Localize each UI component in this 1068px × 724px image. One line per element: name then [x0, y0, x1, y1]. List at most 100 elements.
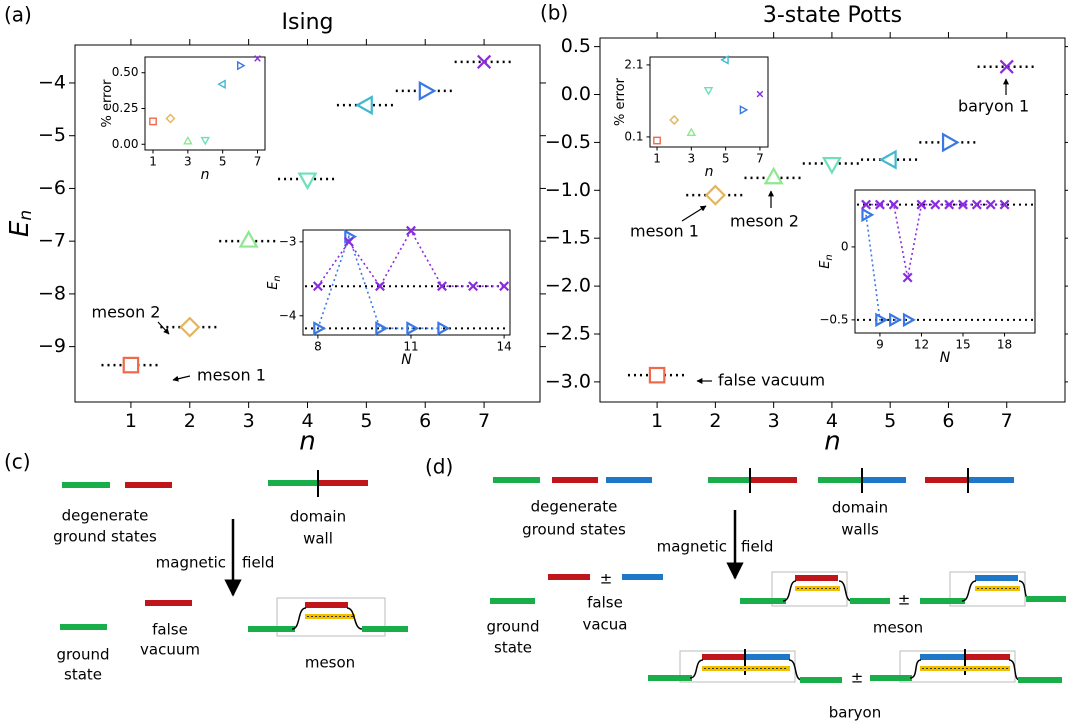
- y-tick-label: −0.5: [545, 131, 591, 153]
- x-tick-label: 6: [419, 410, 431, 432]
- diagram-c: (c) degenerate ground states domain wall…: [4, 450, 408, 684]
- plot-frame: [854, 189, 1036, 334]
- y-tick-label: 0: [841, 239, 849, 253]
- panel-label: (c): [4, 450, 31, 474]
- x-tick-label: 6: [942, 410, 954, 432]
- plot-frame: [649, 56, 769, 148]
- marker: [958, 199, 968, 210]
- inset-chart: 1 3 5 7 0.00 0.25 0.50 n % error: [100, 55, 266, 183]
- label: ±: [851, 669, 864, 687]
- label: ground: [56, 646, 109, 664]
- plot-frame: [144, 56, 266, 151]
- annotation: meson 2: [730, 212, 799, 231]
- x-tick-label: 5: [722, 151, 730, 165]
- y-tick-label: −8: [38, 282, 66, 304]
- x-tick-label: 3: [768, 410, 780, 432]
- marker: [902, 272, 913, 283]
- marker: [763, 166, 784, 185]
- plot-frame: [302, 229, 511, 336]
- x-tick-label: 1: [651, 410, 663, 432]
- x-axis-label: N: [401, 352, 412, 368]
- x-tick-label: 3: [243, 410, 255, 432]
- x-axis-label: n: [201, 167, 210, 183]
- y-tick-label: −1.5: [545, 227, 591, 249]
- x-tick-label: 4: [301, 410, 313, 432]
- x-tick-label: 2: [709, 410, 721, 432]
- marker: [217, 79, 226, 89]
- label: meson: [873, 619, 923, 637]
- marker: [902, 312, 916, 328]
- y-axis-label-sub: n: [824, 254, 835, 260]
- marker: [406, 225, 416, 236]
- marker: [313, 321, 327, 336]
- label: magnetic: [156, 554, 226, 572]
- label: magnetic: [657, 538, 727, 556]
- marker: [889, 312, 903, 328]
- x-tick-label: 7: [478, 410, 490, 432]
- label: walls: [841, 521, 879, 539]
- y-axis-label: En: [818, 254, 836, 269]
- marker: [916, 199, 927, 210]
- annotation: false vacuum: [718, 371, 825, 390]
- marker: [238, 229, 259, 248]
- x-tick-label: 5: [884, 410, 896, 432]
- marker: [343, 236, 354, 247]
- annotation-arrow: [157, 321, 170, 335]
- x-tick-label: 18: [997, 337, 1012, 351]
- y-axis-label-text: E: [5, 220, 35, 237]
- y-axis-label: En: [266, 275, 284, 290]
- label: ground states: [522, 521, 626, 539]
- x-tick-label: 8: [314, 339, 322, 353]
- marker: [437, 281, 448, 292]
- marker: [821, 156, 842, 175]
- marker: [477, 54, 492, 69]
- inset-chart: 9 12 15 18 0 −0.5 N En: [818, 189, 1036, 366]
- y-tick-label: 2.1: [624, 57, 643, 71]
- y-tick-label: −2.5: [545, 322, 591, 344]
- y-tick-label: 0.00: [112, 137, 139, 151]
- x-axis-label: N: [940, 350, 951, 366]
- annotation-arrow: [681, 205, 707, 222]
- panel-label: (b): [540, 1, 568, 25]
- inset-chart: 1 3 5 7 0.1 2.1 n % error: [613, 55, 769, 180]
- marker: [941, 132, 960, 153]
- annotation: meson 2: [92, 303, 161, 322]
- y-axis-label-sub: n: [272, 275, 283, 281]
- label: domain: [832, 499, 888, 517]
- y-tick-label: 0.50: [112, 65, 139, 79]
- x-tick-label: 14: [496, 339, 511, 353]
- marker: [375, 321, 389, 336]
- marker: [874, 199, 885, 210]
- marker: [703, 87, 714, 96]
- y-axis-label: % error: [613, 77, 628, 126]
- chart-title: Ising: [282, 10, 334, 35]
- panel-label: (a): [4, 3, 32, 27]
- marker: [468, 281, 479, 292]
- label: vacuum: [140, 641, 200, 659]
- label: false: [587, 594, 623, 612]
- marker: [122, 356, 140, 374]
- x-tick-label: 4: [826, 410, 838, 432]
- panel-label: (d): [425, 455, 453, 479]
- marker: [254, 55, 261, 62]
- label: field: [741, 538, 773, 556]
- marker: [888, 199, 899, 210]
- y-axis-label-text: % error: [100, 79, 115, 128]
- label: ±: [600, 570, 613, 588]
- y-tick-label: −4: [279, 308, 297, 322]
- marker: [985, 199, 996, 210]
- marker: [739, 105, 749, 115]
- y-tick-label: −7: [38, 230, 66, 252]
- marker: [999, 199, 1010, 210]
- y-tick-label: −9: [38, 335, 66, 357]
- label: field: [242, 554, 274, 572]
- marker: [653, 136, 661, 145]
- marker: [861, 207, 875, 223]
- y-axis-label-sub: n: [16, 210, 36, 221]
- y-tick-label: −2.0: [545, 275, 591, 297]
- marker: [861, 199, 872, 210]
- annotation: meson 1: [197, 366, 266, 385]
- x-tick-label: 3: [688, 151, 696, 165]
